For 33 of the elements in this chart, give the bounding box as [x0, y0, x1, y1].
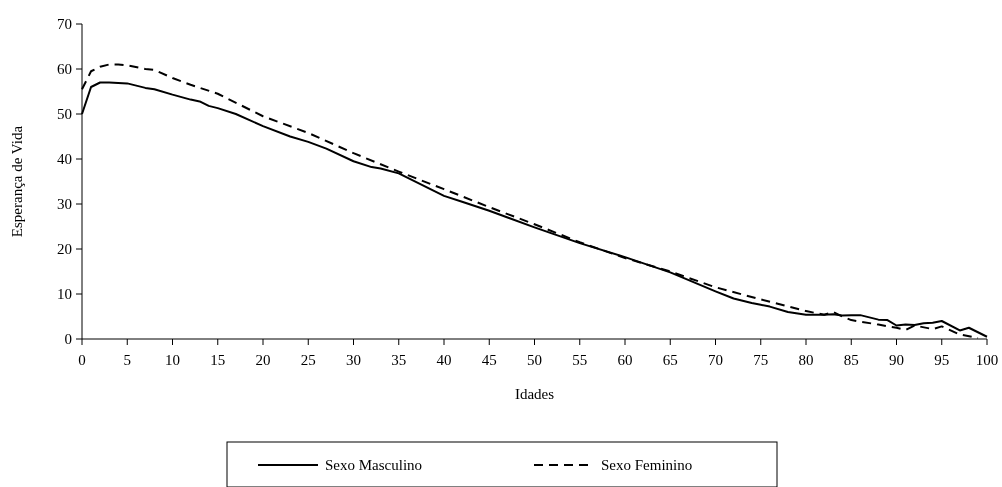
x-tick-label: 15	[210, 352, 226, 368]
x-tick-label: 60	[617, 352, 633, 368]
legend-label: Sexo Feminino	[601, 457, 693, 473]
x-tick-label: 0	[78, 352, 86, 368]
x-axis-title: Idades	[514, 386, 555, 402]
x-tick-label: 25	[300, 352, 316, 368]
x-tick-label: 100	[975, 352, 999, 368]
x-tick-label: 5	[123, 352, 131, 368]
y-tick-label: 50	[57, 106, 72, 122]
x-tick-label: 70	[708, 352, 723, 368]
y-tick-label: 0	[64, 331, 72, 347]
y-tick-label: 10	[57, 286, 72, 302]
y-tick-label: 30	[57, 196, 72, 212]
y-axis-title: Esperança de Vida	[9, 125, 25, 238]
x-tick-label: 90	[889, 352, 904, 368]
x-tick-label: 45	[481, 352, 497, 368]
y-tick-label: 40	[57, 151, 72, 167]
y-tick-label: 20	[57, 241, 72, 257]
x-tick-label: 55	[572, 352, 588, 368]
x-tick-label: 65	[662, 352, 678, 368]
x-tick-label: 85	[843, 352, 859, 368]
y-tick-label: 70	[57, 16, 72, 32]
x-tick-label: 10	[165, 352, 180, 368]
x-tick-label: 80	[798, 352, 814, 368]
x-tick-label: 95	[934, 352, 950, 368]
x-tick-label: 30	[346, 352, 361, 368]
y-tick-label: 60	[57, 61, 72, 77]
x-tick-label: 75	[753, 352, 769, 368]
x-tick-label: 40	[436, 352, 452, 368]
legend-label: Sexo Masculino	[325, 457, 423, 473]
x-tick-label: 50	[527, 352, 542, 368]
x-tick-label: 35	[391, 352, 407, 368]
x-tick-label: 20	[255, 352, 271, 368]
